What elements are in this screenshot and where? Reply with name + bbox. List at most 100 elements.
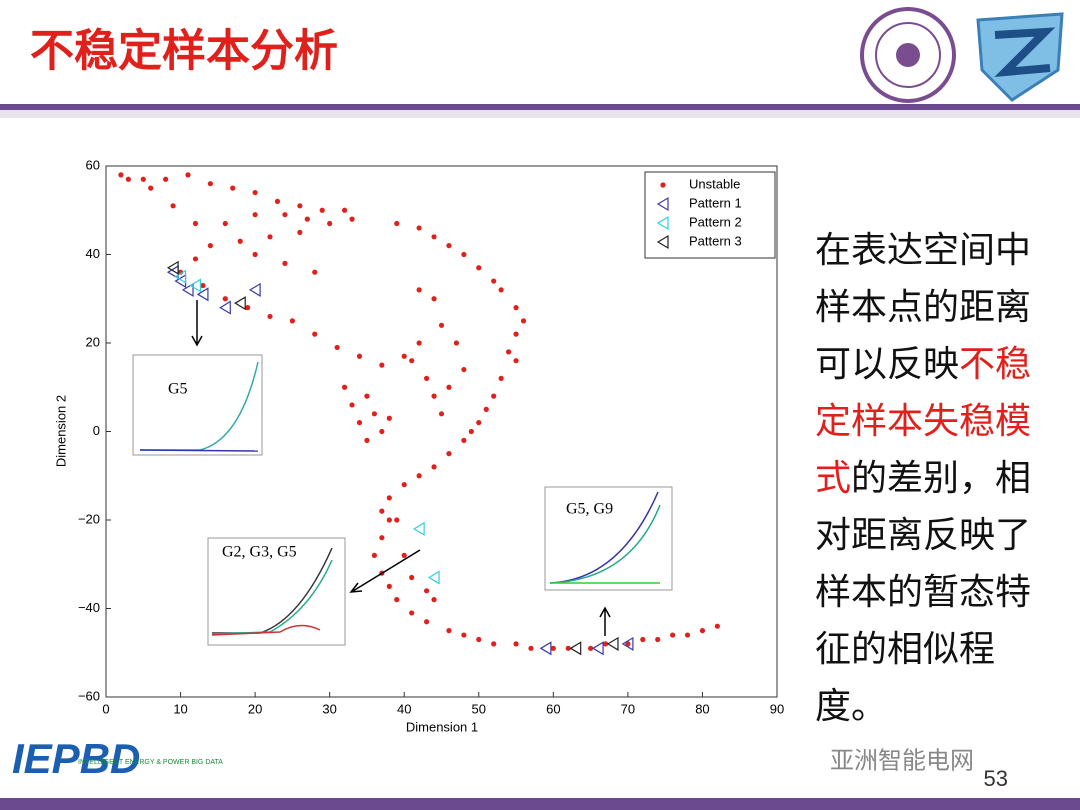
point [140, 176, 146, 182]
point [409, 574, 415, 581]
x-tick-label: 60 [546, 701, 560, 716]
point [602, 641, 609, 647]
point [453, 340, 460, 346]
legend-marker [656, 215, 669, 231]
point [371, 411, 377, 417]
page-number: 53 [984, 766, 1008, 791]
point [427, 570, 440, 585]
x-axis-label: Dimension 1 [406, 719, 478, 734]
point [289, 318, 295, 324]
point [189, 278, 202, 293]
point [237, 238, 243, 244]
point [416, 340, 422, 346]
point [565, 645, 571, 651]
point [483, 406, 489, 412]
point [386, 517, 392, 523]
point [401, 353, 407, 359]
point [446, 451, 452, 457]
point [461, 437, 467, 443]
point [252, 212, 258, 218]
point [431, 296, 437, 302]
legend-label: Pattern 1 [689, 195, 742, 210]
point [394, 220, 400, 227]
point [304, 216, 310, 222]
insets [132, 300, 673, 646]
point [606, 636, 619, 651]
point [222, 296, 228, 302]
point [468, 428, 474, 435]
inset-label: G2, G3, G5 [222, 544, 297, 561]
point [341, 207, 348, 213]
point [476, 420, 482, 426]
y-tick-label: −20 [78, 511, 100, 526]
point [379, 362, 385, 368]
point [528, 645, 534, 651]
y-tick-label: −40 [78, 600, 100, 615]
point [438, 411, 445, 417]
x-tick-label: 50 [472, 701, 486, 716]
header-shadow [0, 110, 1080, 118]
point [267, 313, 273, 320]
x-tick-label: 10 [173, 701, 187, 716]
point [386, 583, 392, 589]
point [170, 203, 176, 209]
point [118, 172, 124, 178]
point [699, 628, 706, 634]
point [230, 185, 236, 191]
point [513, 641, 519, 647]
legend-label: Pattern 2 [689, 214, 742, 229]
point [185, 172, 191, 178]
point [312, 331, 318, 337]
side-text-part: 的差别，相对距离反映了样本的暂态特征的相似程度。 [815, 458, 1032, 727]
point [409, 610, 415, 616]
point [513, 331, 519, 337]
watermark: 亚洲智能电网 [830, 747, 974, 774]
point [245, 305, 251, 311]
point [446, 628, 452, 634]
point [386, 495, 392, 501]
point [297, 203, 303, 209]
point [379, 508, 385, 514]
point [684, 632, 691, 638]
point [498, 287, 504, 293]
point [394, 597, 400, 603]
point [625, 641, 631, 647]
point [379, 535, 385, 541]
point [591, 641, 604, 656]
point [655, 636, 661, 643]
point [174, 269, 187, 284]
point [192, 256, 199, 262]
point [416, 287, 422, 293]
point [506, 349, 512, 355]
point [166, 260, 179, 275]
point [252, 189, 258, 196]
point [491, 641, 497, 647]
point [148, 185, 154, 191]
point [409, 358, 415, 364]
point [341, 384, 348, 390]
point [621, 636, 634, 651]
point [371, 552, 377, 559]
point [196, 287, 209, 302]
side-text: 在表达空间中样本点的距离可以反映不稳定样本失稳模式的差别，相对距离反映了样本的暂… [815, 222, 1040, 735]
legend-marker [656, 234, 669, 250]
inset-label: G5 [168, 381, 188, 398]
x-tick-label: 70 [621, 701, 635, 716]
point [640, 636, 646, 643]
point [219, 300, 231, 315]
shield-logo [976, 12, 1064, 102]
y-tick-label: 0 [93, 423, 100, 438]
point [248, 282, 261, 297]
point [423, 619, 430, 625]
header-rule [0, 104, 1080, 110]
x-tick-label: 20 [248, 701, 262, 716]
point [297, 229, 303, 235]
point [446, 243, 452, 249]
inset-label: G5, G9 [566, 501, 613, 518]
y-tick-label: −60 [78, 688, 100, 703]
point [334, 344, 340, 351]
point [267, 234, 273, 240]
point [282, 260, 288, 266]
